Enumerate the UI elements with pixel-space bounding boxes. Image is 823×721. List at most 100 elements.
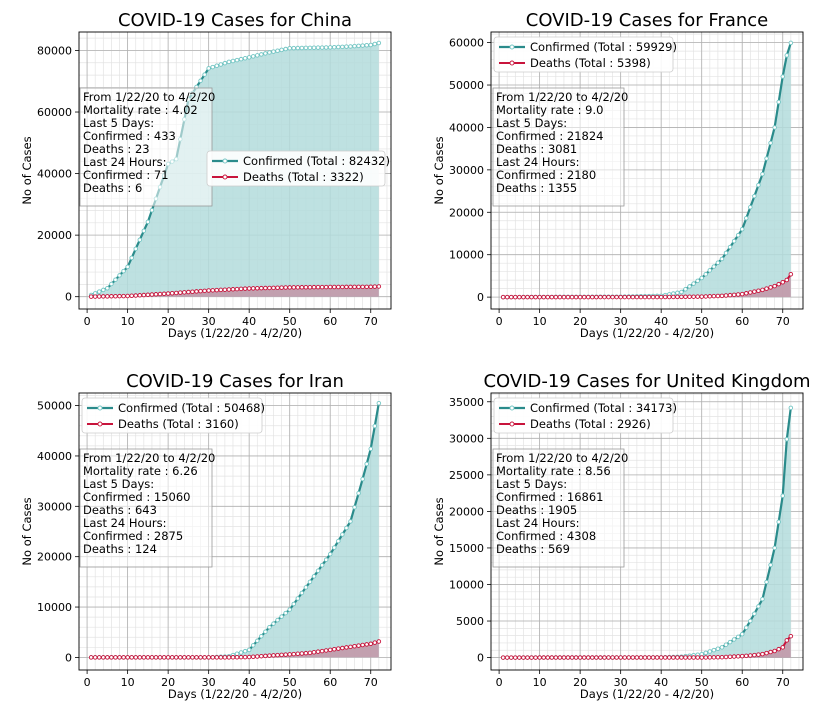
legend-box xyxy=(493,397,674,434)
info-line: Confirmed : 21824 xyxy=(496,129,603,143)
deaths-point xyxy=(642,294,648,300)
deaths-point xyxy=(206,288,211,293)
deaths-point xyxy=(279,285,284,290)
confirmed-point xyxy=(739,631,745,637)
deaths-point xyxy=(214,655,220,660)
x-tick-label: 70 xyxy=(364,676,378,689)
deaths-point xyxy=(218,655,224,660)
confirmed-point xyxy=(291,45,297,51)
deaths-point xyxy=(748,653,753,658)
confirmed-point xyxy=(238,650,244,655)
confirmed-point xyxy=(101,287,106,293)
legend-label: Deaths (Total : 5398) xyxy=(530,56,651,70)
deaths-point xyxy=(598,655,603,660)
deaths-point xyxy=(703,294,709,299)
deaths-point xyxy=(553,294,559,300)
deaths-point xyxy=(255,654,260,659)
chart-panel: 0 10 20 30 40 50 60 70 0 20000 40000 60000 80000 COVI… xyxy=(20,10,392,340)
deaths-point xyxy=(671,294,676,300)
deaths-point xyxy=(352,643,357,649)
confirmed-point xyxy=(311,45,317,50)
deaths-point xyxy=(311,284,317,290)
deaths-point xyxy=(125,655,130,660)
deaths-point xyxy=(190,289,195,294)
info-line: Deaths : 3081 xyxy=(496,142,577,156)
info-line: From 1/22/20 to 4/2/20 xyxy=(496,451,628,465)
confirmed-point xyxy=(295,45,301,51)
x-axis-label: Days (1/22/20 - 4/2/20) xyxy=(580,326,714,340)
y-tick-label: 60000 xyxy=(449,37,484,50)
deaths-point xyxy=(561,294,567,300)
deaths-point xyxy=(198,655,203,660)
confirmed-point xyxy=(679,289,684,295)
info-line: Last 5 Days: xyxy=(83,477,154,491)
deaths-point xyxy=(368,284,373,290)
confirmed-point xyxy=(332,545,337,550)
confirmed-point xyxy=(756,604,761,609)
deaths-point xyxy=(230,655,236,660)
confirmed-point xyxy=(319,45,325,50)
deaths-point xyxy=(194,655,199,660)
deaths-point xyxy=(541,655,546,660)
deaths-point xyxy=(364,642,369,647)
plot-frame xyxy=(490,392,804,671)
deaths-point xyxy=(646,655,652,660)
deaths-point xyxy=(573,655,579,660)
confirmed-point xyxy=(250,643,256,648)
confirmed-point xyxy=(137,237,143,243)
confirmed-point xyxy=(727,244,733,250)
deaths-point xyxy=(667,655,672,660)
y-tick-label: 30000 xyxy=(449,432,484,445)
deaths-point xyxy=(125,293,130,299)
deaths-point xyxy=(772,648,777,654)
info-line: From 1/22/20 to 4/2/20 xyxy=(496,90,628,104)
confirmed-point xyxy=(238,56,244,62)
deaths-point xyxy=(650,294,656,300)
confirmed-point xyxy=(271,49,276,54)
deaths-point xyxy=(602,294,607,300)
deaths-point xyxy=(573,294,579,300)
x-tick-label: 20 xyxy=(573,676,587,689)
legend-label: Confirmed (Total : 34173) xyxy=(530,401,677,415)
deaths-point xyxy=(756,288,761,294)
info-box xyxy=(492,87,625,207)
info-line: From 1/22/20 to 4/2/20 xyxy=(83,451,215,465)
confirmed-point xyxy=(376,400,382,406)
confirmed-point xyxy=(283,610,288,616)
x-tick-label: 0 xyxy=(84,676,91,689)
confirmed-point xyxy=(303,585,309,590)
confirmed-point xyxy=(723,250,729,256)
deaths-point xyxy=(533,294,538,300)
deaths-point xyxy=(711,655,717,660)
confirmed-point xyxy=(711,264,717,269)
confirmed-point xyxy=(703,271,709,277)
deaths-point xyxy=(602,655,607,660)
legend-label: Deaths (Total : 3160) xyxy=(118,417,239,431)
deaths-point xyxy=(186,289,191,295)
y-tick-label: 60000 xyxy=(37,106,72,119)
x-tick-label: 30 xyxy=(614,676,628,689)
confirmed-point xyxy=(776,519,781,525)
deaths-point xyxy=(133,655,138,660)
deaths-point xyxy=(271,653,276,658)
x-axis-label: Days (1/22/20 - 4/2/20) xyxy=(168,326,302,340)
deaths-point xyxy=(590,294,595,300)
confirmed-point xyxy=(299,45,305,51)
deaths-point xyxy=(618,655,623,660)
deaths-point xyxy=(364,284,369,290)
deaths-point xyxy=(194,289,199,294)
confirmed-point xyxy=(707,268,713,273)
confirmed-point xyxy=(344,44,349,49)
confirmed-point xyxy=(768,562,773,568)
confirmed-point xyxy=(360,476,365,482)
deaths-point xyxy=(638,294,644,300)
deaths-point xyxy=(234,654,240,660)
confirmed-point xyxy=(744,215,749,221)
info-box xyxy=(79,87,213,207)
deaths-point xyxy=(226,287,232,292)
confirmed-point xyxy=(149,208,155,213)
confirmed-point xyxy=(675,290,680,296)
confirmed-point xyxy=(117,273,122,278)
deaths-point xyxy=(173,290,179,296)
confirmed-point xyxy=(234,57,240,63)
